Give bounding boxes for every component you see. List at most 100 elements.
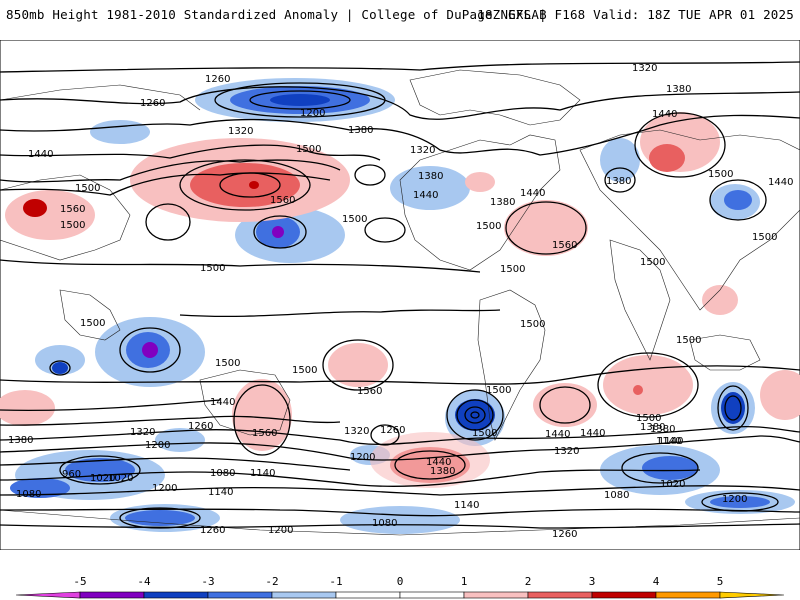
contour-label: 1200 [350, 452, 375, 463]
contour-label: 1260 [140, 98, 165, 109]
contour-label: 1080 [210, 468, 235, 479]
contour-label: 1380 [490, 197, 515, 208]
colorbar-segment [719, 591, 785, 599]
contour-label: 1500 [75, 183, 100, 194]
anomaly-map: 1320 1260 1380 1440 1260 1200 1380 1320 … [0, 40, 800, 550]
contour-label: 1140 [208, 487, 233, 498]
contour-label: 1140 [454, 500, 479, 511]
contour-label: 1380 [606, 176, 631, 187]
contour-label: 1320 [344, 426, 369, 437]
contour-label: 1380 [666, 84, 691, 95]
contour-label: 1560 [252, 428, 277, 439]
contour-label: 1560 [357, 386, 382, 397]
contour-label: 1500 [708, 169, 733, 180]
contour-label: 1140 [250, 468, 275, 479]
contour-label: 1440 [426, 457, 451, 468]
contour-label: 1440 [520, 188, 545, 199]
colorbar-segment [15, 591, 81, 599]
contour-label: 1440 [545, 429, 570, 440]
colorbar-segment [79, 591, 145, 599]
contour-label: 1200 [722, 494, 747, 505]
contour-label: 1500 [342, 214, 367, 225]
contour-label: 1440 [28, 149, 53, 160]
contour-label: 1320 [554, 446, 579, 457]
colorbar-segment [271, 591, 337, 599]
contour-label: 1500 [486, 385, 511, 396]
contour-label: 1380 [348, 125, 373, 136]
contour-label: 1560 [552, 240, 577, 251]
contour-label: 1020 [108, 473, 133, 484]
colorbar-segments [15, 591, 785, 599]
colorbar-tick-label: -5 [73, 575, 86, 588]
colorbar-tick-label: -4 [137, 575, 151, 588]
contour-label: 1080 [372, 518, 397, 529]
contour-label: 1500 [636, 413, 661, 424]
contour-label: 1200 [145, 440, 170, 451]
contour-label: 1080 [604, 490, 629, 501]
colorbar-tick-label: -1 [329, 575, 342, 588]
contour-label: 1500 [676, 335, 701, 346]
colorbar-tick-label: 0 [397, 575, 404, 588]
contour-label: 1500 [640, 257, 665, 268]
colorbar-segment [399, 591, 465, 599]
contour-label: 1440 [210, 397, 235, 408]
contour-label: 1200 [268, 525, 293, 536]
contour-label: 1500 [472, 428, 497, 439]
contour-label: 1500 [476, 221, 501, 232]
contour-label: 1320 [130, 427, 155, 438]
colorbar-tick-label: 2 [525, 575, 532, 588]
contour-label: 1320 [632, 63, 657, 74]
contour-label: 1560 [60, 204, 85, 215]
colorbar-segment [591, 591, 657, 599]
contour-label: 1200 [152, 483, 177, 494]
colorbar: -5 -4 -3 -2 -1 0 1 2 3 4 5 [15, 575, 785, 599]
contour-label: 1500 [215, 358, 240, 369]
contour-label: 1320 [228, 126, 253, 137]
positive-anomaly-shading [0, 112, 800, 488]
colorbar-segment [527, 591, 593, 599]
contour-label: 1200 [300, 108, 325, 119]
header: 850mb Height 1981-2010 Standardized Anom… [0, 0, 800, 30]
contour-label: 1260 [200, 525, 225, 536]
contour-label: 1500 [200, 263, 225, 274]
colorbar-tick-label: -2 [265, 575, 278, 588]
coastlines [0, 69, 800, 536]
contour-label: 1500 [80, 318, 105, 329]
height-contours [0, 61, 800, 529]
contour-label: 1500 [752, 232, 777, 243]
contour-label: 1260 [188, 421, 213, 432]
contour-label: 1500 [292, 365, 317, 376]
contour-label: 960 [62, 469, 81, 480]
contour-label: 1500 [60, 220, 85, 231]
contour-label: 1500 [296, 144, 321, 155]
contour-label: 1260 [380, 425, 405, 436]
contour-label: 1380 [418, 171, 443, 182]
model-run-info: 18Z GFS | F168 Valid: 18Z TUE APR 01 202… [477, 7, 794, 22]
contour-label: 1260 [552, 529, 577, 540]
contour-label: 1260 [205, 74, 230, 85]
colorbar-segment [207, 591, 273, 599]
colorbar-tick-label: 4 [653, 575, 660, 588]
contour-label: 1440 [768, 177, 793, 188]
contour-label: 1140 [658, 436, 683, 447]
colorbar-tick-label: -3 [201, 575, 214, 588]
contour-label: 1560 [270, 195, 295, 206]
colorbar-tick-label: 5 [717, 575, 724, 588]
contour-label: 1140 [656, 436, 681, 447]
contour-label: 1380 [430, 466, 455, 477]
contour-labels: 1320 1260 1380 1440 1260 1200 1380 1320 … [8, 63, 793, 540]
contour-label: 1020 [660, 479, 685, 490]
contour-label: 1020 [90, 473, 115, 484]
contour-label: 1380 [8, 435, 33, 446]
colorbar-segment [655, 591, 721, 599]
colorbar-segment [143, 591, 209, 599]
colorbar-tick-label: 3 [589, 575, 596, 588]
contour-label: 1320 [410, 145, 435, 156]
colorbar-tick-label: 1 [461, 575, 468, 588]
contour-label: 1440 [413, 190, 438, 201]
contour-label: 1080 [16, 489, 41, 500]
colorbar-segment [335, 591, 401, 599]
colorbar-ticks: -5 -4 -3 -2 -1 0 1 2 3 4 5 [73, 575, 723, 588]
contour-label: 1500 [500, 264, 525, 275]
contour-label: 1440 [580, 428, 605, 439]
